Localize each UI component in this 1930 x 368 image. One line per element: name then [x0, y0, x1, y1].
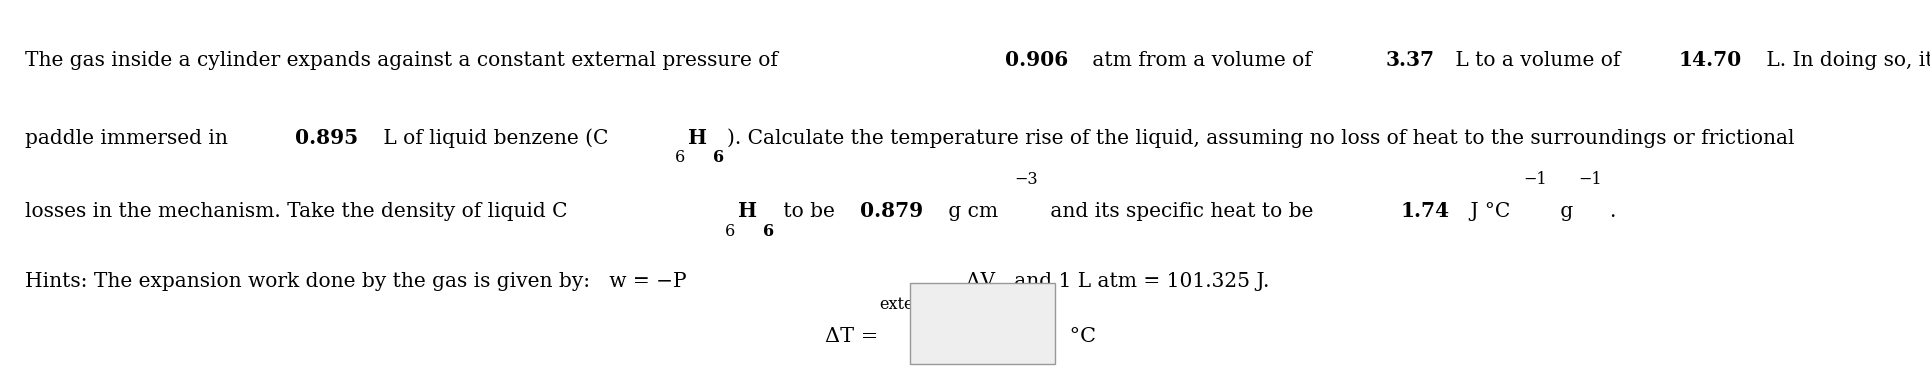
- Text: losses in the mechanism. Take the density of liquid C: losses in the mechanism. Take the densit…: [25, 202, 567, 221]
- Text: H: H: [689, 128, 706, 148]
- Text: L to a volume of: L to a volume of: [1449, 51, 1627, 70]
- Text: L of liquid benzene (C: L of liquid benzene (C: [376, 128, 608, 148]
- Text: °C: °C: [1063, 327, 1096, 346]
- Text: J °C: J °C: [1463, 202, 1509, 221]
- Text: Hints: The expansion work done by the gas is given by:   w = −P: Hints: The expansion work done by the ga…: [25, 272, 687, 291]
- Text: H: H: [739, 201, 757, 221]
- Text: g: g: [1554, 202, 1573, 221]
- Text: L. In doing so, it turns a: L. In doing so, it turns a: [1760, 51, 1930, 70]
- Text: g cm: g cm: [942, 202, 998, 221]
- Text: −3: −3: [1013, 171, 1038, 188]
- Text: 3.37: 3.37: [1386, 50, 1434, 70]
- Text: 6: 6: [762, 223, 774, 240]
- Text: 0.895: 0.895: [295, 128, 359, 148]
- Text: 6: 6: [712, 149, 724, 166]
- Text: external: external: [878, 296, 946, 313]
- FancyBboxPatch shape: [911, 283, 1056, 364]
- Text: to be: to be: [778, 202, 841, 221]
- Text: ΔT =: ΔT =: [824, 327, 884, 346]
- Text: atm from a volume of: atm from a volume of: [1087, 51, 1318, 70]
- Text: 6: 6: [726, 223, 735, 240]
- Text: paddle immersed in: paddle immersed in: [25, 128, 234, 148]
- Text: ΔV   and 1 L atm = 101.325 J.: ΔV and 1 L atm = 101.325 J.: [965, 272, 1270, 291]
- Text: −1: −1: [1523, 171, 1548, 188]
- Text: The gas inside a cylinder expands against a constant external pressure of: The gas inside a cylinder expands agains…: [25, 51, 784, 70]
- Text: ). Calculate the temperature rise of the liquid, assuming no loss of heat to the: ). Calculate the temperature rise of the…: [728, 128, 1795, 148]
- Text: and its specific heat to be: and its specific heat to be: [1044, 202, 1320, 221]
- Text: 0.906: 0.906: [1006, 50, 1067, 70]
- Text: 14.70: 14.70: [1679, 50, 1741, 70]
- Text: 1.74: 1.74: [1401, 201, 1449, 221]
- Text: .: .: [1610, 202, 1615, 221]
- Text: 0.879: 0.879: [861, 201, 923, 221]
- Text: 6: 6: [676, 149, 685, 166]
- Text: −1: −1: [1579, 171, 1602, 188]
